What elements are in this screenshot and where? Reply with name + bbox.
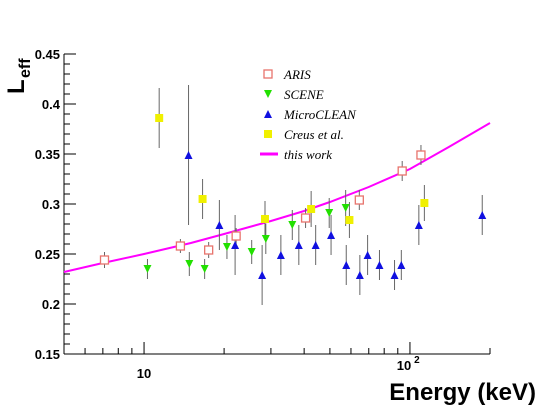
y-tick-label: 0.2 bbox=[42, 297, 60, 312]
microclean-point bbox=[390, 271, 399, 279]
scene-point bbox=[247, 248, 256, 256]
microclean-point bbox=[276, 251, 285, 259]
scene-point bbox=[222, 243, 231, 251]
scene-point bbox=[185, 260, 194, 268]
microclean-point bbox=[397, 261, 406, 269]
creus-et-al-point bbox=[198, 195, 207, 203]
y-tick-label: 0.35 bbox=[35, 147, 60, 162]
legend-label-scene: SCENE bbox=[284, 87, 324, 102]
microclean-point bbox=[363, 251, 372, 259]
microclean-point bbox=[414, 221, 423, 229]
y-tick-label: 0.4 bbox=[42, 97, 61, 112]
microclean-point bbox=[258, 271, 267, 279]
microclean-point bbox=[478, 211, 487, 219]
y-tick-label: 0.3 bbox=[42, 197, 60, 212]
x-axis-title: Energy (keV) bbox=[389, 379, 536, 406]
x-tick-label-exponent: 2 bbox=[414, 355, 420, 366]
microclean-point bbox=[311, 241, 320, 249]
creus-et-al-point bbox=[345, 216, 354, 224]
legend-marker-aris bbox=[263, 69, 273, 79]
creus-et-al-point bbox=[420, 199, 429, 207]
microclean-point bbox=[184, 151, 193, 159]
creus-et-al-point bbox=[155, 114, 164, 122]
aris-point bbox=[231, 231, 241, 241]
aris-point bbox=[397, 166, 407, 176]
scene-point bbox=[261, 235, 270, 243]
aris-point bbox=[300, 213, 311, 223]
legend-label-aris: ARIS bbox=[283, 67, 311, 82]
legend-label-microclean: MicroCLEAN bbox=[283, 107, 357, 122]
legend-marker-creus-et-al bbox=[264, 130, 272, 138]
aris-point bbox=[175, 241, 186, 251]
y-tick-label: 0.25 bbox=[35, 247, 60, 262]
microclean-point bbox=[375, 261, 384, 269]
legend: ARIS SCENE MicroCLEAN Creus et al. this work bbox=[260, 67, 357, 162]
microclean-point bbox=[327, 231, 336, 239]
y-axis-title: L bbox=[3, 79, 30, 94]
legend-label-this-work: this work bbox=[284, 147, 332, 162]
microclean-point bbox=[294, 241, 303, 249]
y-tick-label: 0.15 bbox=[35, 347, 60, 362]
microclean-point bbox=[231, 241, 240, 249]
scene-point bbox=[341, 204, 350, 212]
aris-point bbox=[204, 245, 214, 255]
aris-point bbox=[99, 255, 110, 265]
this-work-curve bbox=[63, 122, 491, 273]
scene-point bbox=[288, 221, 297, 229]
axes-layer bbox=[63, 53, 491, 355]
legend-label-creus-et-al: Creus et al. bbox=[284, 127, 344, 142]
microclean-point bbox=[215, 221, 224, 229]
scene-point bbox=[325, 209, 334, 217]
legend-marker-scene bbox=[264, 90, 272, 98]
aris-point bbox=[416, 150, 426, 160]
y-tick-label: 0.45 bbox=[35, 47, 60, 62]
x-tick-label: 10 bbox=[137, 366, 151, 381]
x-tick-label-base: 10 bbox=[397, 358, 411, 373]
legend-marker-microclean bbox=[264, 110, 272, 118]
scene-point bbox=[143, 265, 152, 273]
marker-layer bbox=[99, 114, 487, 279]
creus-et-al-point bbox=[307, 205, 316, 213]
y-axis-title-subscript: eff bbox=[17, 58, 34, 78]
scene-point bbox=[200, 265, 209, 273]
microclean-point bbox=[355, 271, 364, 279]
microclean-point bbox=[342, 261, 351, 269]
aris-point bbox=[354, 195, 364, 205]
curve-layer bbox=[63, 122, 491, 273]
creus-et-al-point bbox=[260, 215, 269, 223]
